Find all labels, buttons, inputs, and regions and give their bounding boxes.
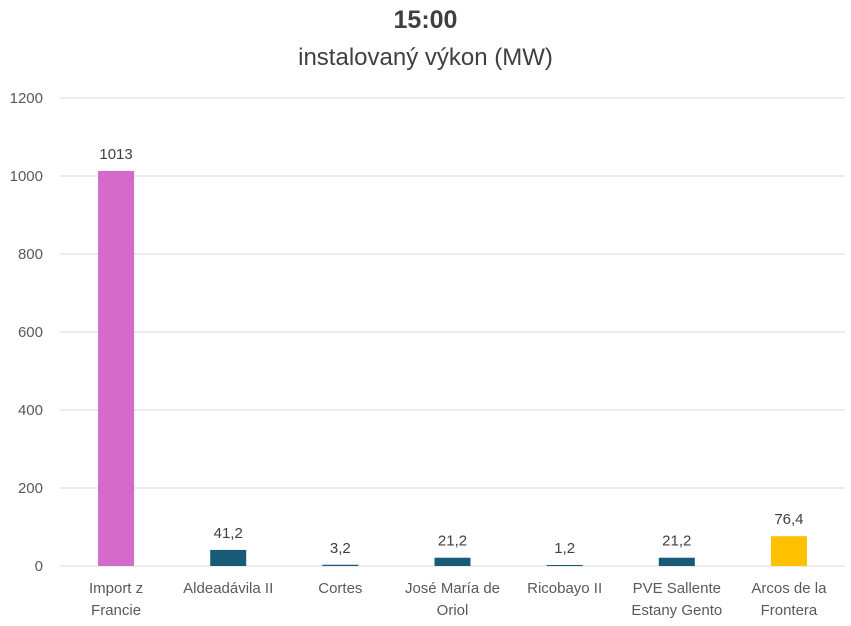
category-label: Estany Gento — [631, 602, 722, 619]
y-tick-label: 0 — [35, 558, 43, 575]
category-label: Oriol — [437, 602, 469, 619]
category-label: Ricobayo II — [527, 580, 602, 597]
y-tick-label: 1200 — [10, 90, 43, 107]
y-tick-label: 600 — [18, 324, 43, 341]
data-label: 3,2 — [330, 540, 351, 557]
data-label: 76,4 — [774, 511, 803, 528]
data-label: 21,2 — [662, 533, 691, 550]
category-label: Frontera — [761, 602, 818, 619]
data-label: 1,2 — [554, 540, 575, 557]
bar — [770, 536, 807, 566]
y-tick-label: 200 — [18, 480, 43, 497]
category-label: Aldeadávila II — [183, 580, 273, 597]
bar — [658, 557, 695, 566]
gridlines — [60, 97, 845, 567]
bar — [322, 564, 359, 566]
data-label: 21,2 — [438, 533, 467, 550]
bar — [210, 549, 247, 566]
category-label: Import z — [89, 580, 143, 597]
y-tick-label: 1000 — [10, 168, 43, 185]
category-label: Arcos de la — [751, 580, 827, 597]
bar — [434, 557, 471, 566]
category-label: PVE Sallente — [633, 580, 721, 597]
chart-title: 15:00 — [393, 6, 458, 34]
y-axis-ticks: 0 200 400 600 800 1000 1200 — [10, 90, 43, 575]
data-label: 1013 — [99, 146, 132, 163]
y-tick-label: 400 — [18, 402, 43, 419]
category-label: José María de — [405, 580, 500, 597]
chart-subtitle: instalovaný výkon (MW) — [298, 44, 553, 71]
data-label: 41,2 — [214, 525, 243, 542]
y-tick-label: 800 — [18, 246, 43, 263]
category-label: Francie — [91, 602, 141, 619]
bar — [546, 565, 583, 566]
bars — [98, 170, 807, 566]
category-labels: Import z Francie Aldeadávila II Cortes José … — [89, 580, 827, 619]
bar — [98, 170, 135, 566]
data-labels: 1013 41,2 3,2 21,2 1,2 21,2 76,4 — [99, 146, 803, 557]
category-label: Cortes — [318, 580, 362, 597]
